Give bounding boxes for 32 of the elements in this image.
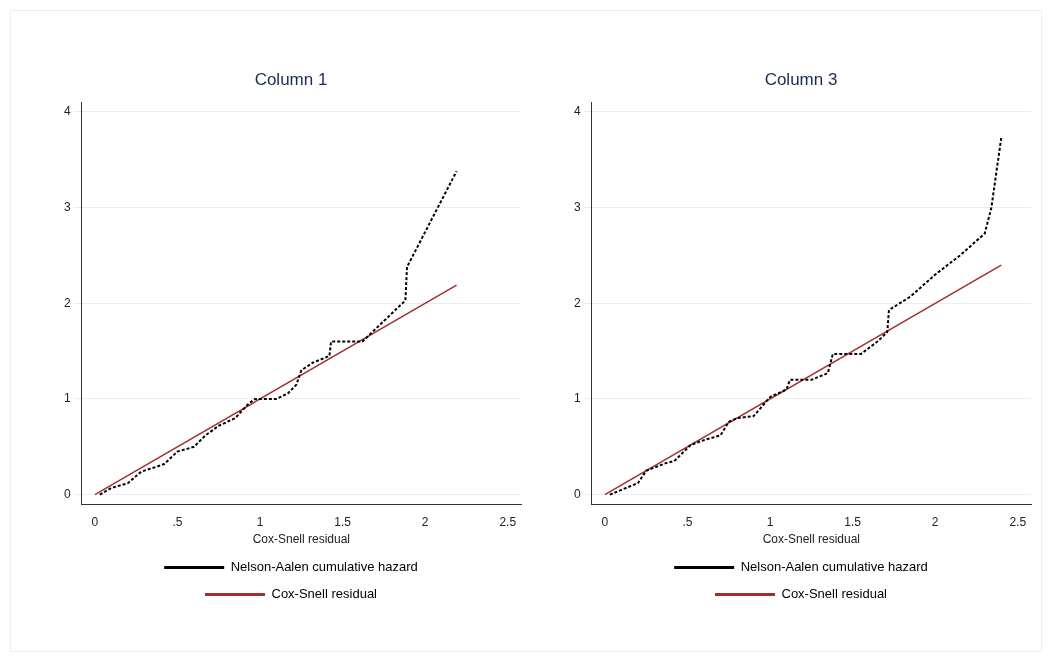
x-axis-title: Cox-Snell residual [252,532,351,547]
legend-label: Nelson-Aalen cumulative hazard [230,559,418,575]
y-tick-label: 0 [63,486,71,501]
y-tick-label: 1 [573,391,581,406]
chart-title: Column 1 [254,69,328,89]
x-tick-label: 2.5 [499,514,517,529]
y-tick-label: 2 [63,295,71,310]
x-tick-label: 0 [91,514,99,529]
legend-label: Cox-Snell residual [781,586,888,602]
x-tick-label: 0 [601,514,609,529]
x-tick-label: 1.5 [334,514,352,529]
x-tick-label: .5 [172,514,183,529]
y-tick-label: 3 [573,199,581,214]
y-tick-label: 1 [63,391,71,406]
x-tick-label: 1.5 [844,514,862,529]
line-series [608,136,1003,496]
x-tick-label: 1 [256,514,264,529]
x-tick-label: 2.5 [1009,514,1027,529]
x-tick-label: 1 [766,514,774,529]
y-tick-label: 4 [573,104,581,119]
legend-label: Cox-Snell residual [271,586,378,602]
chart-title: Column 3 [764,69,838,89]
line-series [98,170,458,496]
x-tick-label: 2 [931,514,939,529]
y-tick-label: 3 [63,199,71,214]
y-tick-label: 4 [63,104,71,119]
y-tick-label: 2 [573,295,581,310]
y-tick-label: 0 [573,486,581,501]
legend-label: Nelson-Aalen cumulative hazard [740,559,928,575]
x-tick-label: .5 [682,514,693,529]
x-axis-title: Cox-Snell residual [762,532,861,547]
x-tick-label: 2 [421,514,429,529]
